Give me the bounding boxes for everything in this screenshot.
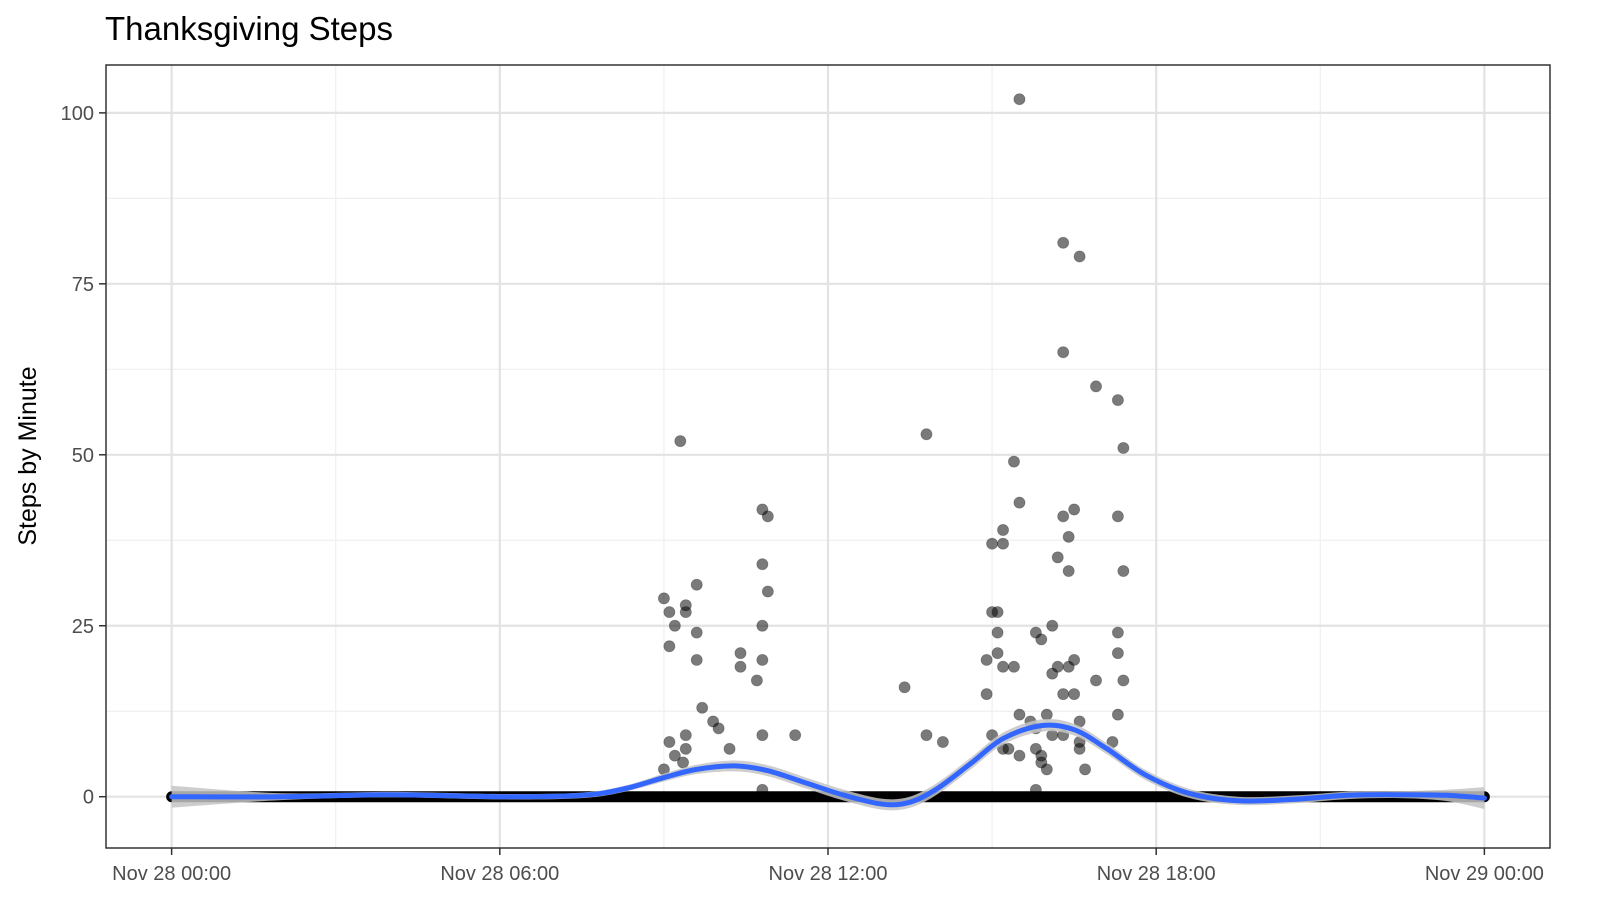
data-point (1073, 742, 1086, 755)
data-point (734, 660, 747, 673)
data-point (1013, 496, 1026, 509)
data-point (679, 729, 692, 742)
data-point (663, 640, 676, 653)
data-point (789, 729, 802, 742)
x-axis: Nov 28 00:00 Nov 28 06:00 Nov 28 12:00 Nov … (112, 848, 1544, 885)
x-tick-label: Nov 28 00:00 (112, 863, 231, 885)
data-point (936, 736, 949, 749)
data-point (898, 681, 911, 694)
y-tick-label: 75 (72, 274, 94, 296)
x-tick-label: Nov 29 00:00 (1425, 863, 1544, 885)
data-point (1090, 674, 1103, 687)
data-point (690, 578, 703, 591)
data-point (663, 606, 676, 619)
data-point (997, 660, 1010, 673)
y-tick-label: 50 (72, 445, 94, 467)
data-point (1046, 619, 1059, 632)
data-point (1040, 763, 1053, 776)
data-point (1111, 647, 1124, 660)
data-point (657, 592, 670, 605)
major-grid (106, 65, 1550, 848)
data-point (1062, 530, 1075, 543)
data-point (1046, 667, 1059, 680)
data-point (663, 736, 676, 749)
y-axis-title: Steps by Minute (14, 366, 42, 545)
data-point (986, 537, 999, 550)
data-point (1007, 455, 1020, 468)
data-point (920, 428, 933, 441)
data-point (980, 688, 993, 701)
y-axis: 0 25 50 75 100 (61, 103, 106, 809)
data-point (1117, 441, 1130, 454)
data-point (734, 647, 747, 660)
data-point (980, 653, 993, 666)
data-point (1111, 394, 1124, 407)
y-tick-label: 0 (83, 787, 94, 809)
y-tick-label: 100 (61, 103, 94, 125)
data-point (1062, 660, 1075, 673)
x-tick-label: Nov 28 06:00 (440, 863, 559, 885)
y-tick-label: 25 (72, 616, 94, 638)
smooth-line (169, 722, 1487, 808)
data-point (1013, 93, 1026, 106)
data-point (1057, 688, 1070, 701)
data-point (668, 749, 681, 762)
scatter-points (657, 93, 1130, 796)
data-point (712, 722, 725, 735)
data-point (1057, 510, 1070, 523)
data-point (1035, 633, 1048, 646)
x-tick-label: Nov 28 12:00 (769, 863, 888, 885)
data-point (1057, 236, 1070, 249)
data-point (1013, 708, 1026, 721)
data-point (1117, 674, 1130, 687)
data-point (1068, 688, 1081, 701)
data-point (1002, 742, 1015, 755)
data-point (997, 524, 1010, 537)
data-point (756, 729, 769, 742)
data-point (1029, 783, 1042, 796)
data-point (1117, 565, 1130, 578)
data-point (1068, 503, 1081, 516)
data-point (761, 585, 774, 598)
data-point (690, 626, 703, 639)
data-point (1051, 551, 1064, 564)
chart-title: Thanksgiving Steps (105, 10, 393, 47)
data-point (679, 742, 692, 755)
data-point (1111, 626, 1124, 639)
data-point (756, 653, 769, 666)
data-point (1073, 250, 1086, 263)
data-point (1007, 660, 1020, 673)
data-point (674, 435, 687, 448)
data-point (677, 756, 690, 769)
data-point (668, 619, 681, 632)
data-point (1040, 708, 1053, 721)
x-tick-label: Nov 28 18:00 (1097, 863, 1216, 885)
data-point (1062, 565, 1075, 578)
data-point (920, 729, 933, 742)
data-point (1057, 346, 1070, 359)
data-point (986, 606, 999, 619)
data-point (1090, 380, 1103, 393)
data-point (756, 558, 769, 571)
data-point (723, 742, 736, 755)
data-point (750, 674, 763, 687)
data-point (679, 606, 692, 619)
data-point (1111, 510, 1124, 523)
data-point (756, 783, 769, 796)
data-point (756, 619, 769, 632)
data-point (1079, 763, 1092, 776)
data-point (997, 537, 1010, 550)
data-point (1013, 749, 1026, 762)
data-point (1111, 708, 1124, 721)
data-point (690, 653, 703, 666)
data-point (696, 701, 709, 714)
data-point (761, 510, 774, 523)
data-point (991, 626, 1004, 639)
data-point (991, 647, 1004, 660)
